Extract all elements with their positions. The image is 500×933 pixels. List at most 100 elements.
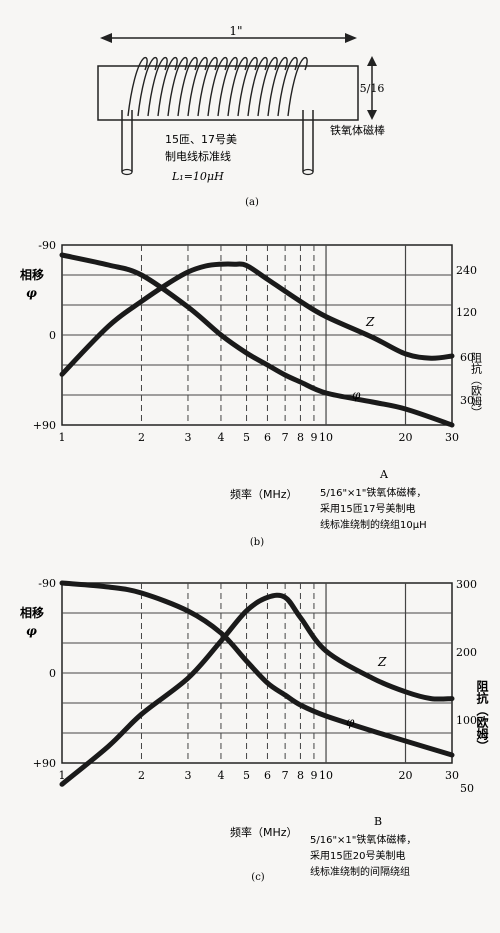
- chart-b-right-tick: 240: [456, 264, 477, 277]
- inductance-label: L₁=10μH: [171, 170, 224, 183]
- coil-turn: [227, 56, 248, 117]
- chart-c-series-phi-line: [59, 580, 455, 758]
- coil-turn: [267, 56, 288, 117]
- coil-turn: [277, 56, 298, 117]
- chart-b-right-tick: 30: [460, 394, 474, 407]
- width-arrow-left-icon: [100, 33, 112, 43]
- chart-c-x-tick: 2: [138, 769, 145, 782]
- chart-c-x-tick: 1: [59, 769, 66, 782]
- chart-b-x-tick: 6: [264, 431, 271, 444]
- chart-b-x-tick: 2: [138, 431, 145, 444]
- chart-b-x-tick: 10: [319, 431, 333, 444]
- chart-b-x-tick: 9: [310, 431, 317, 444]
- coil-turn: [137, 56, 158, 117]
- chart-b-note-3: 线标准绕制的绕组10μH: [320, 518, 427, 531]
- chart-b-right-tick: 120: [456, 306, 477, 319]
- chart-c-left-ticks: -90 0 +90: [33, 577, 56, 770]
- chart-b-x-tick: 1: [59, 431, 66, 444]
- chart-b-x-tick: 30: [445, 431, 459, 444]
- chart-b: 1 2 3 4 5 6 7 8 9 10 20 30 -90 0 +90 相移 φ 240 120 6…: [20, 239, 483, 548]
- width-label: 1": [229, 24, 242, 38]
- width-arrow-right-icon: [345, 33, 357, 43]
- coil-lead-left: [121, 110, 133, 176]
- chart-b-right-ticks: 240 120 60 30: [456, 264, 477, 407]
- chart-c-vgrid: [140, 583, 407, 763]
- chart-c-x-tick: 8: [297, 769, 304, 782]
- chart-b-x-ticks: 1 2 3 4 5 6 7 8 9 10 20 30: [59, 431, 460, 444]
- coil-lead-right: [302, 110, 314, 176]
- chart-c-right-ticks: 300 200 100 50: [456, 578, 477, 795]
- chart-c-xlabel: 频率（MHz）: [230, 825, 298, 839]
- chart-b-curves: [59, 252, 455, 428]
- chart-c-left-tick: -90: [38, 577, 56, 590]
- chart-b-x-tick: 8: [297, 431, 304, 444]
- chart-c-x-tick: 3: [184, 769, 191, 782]
- chart-b-series-phi-line: [59, 252, 455, 428]
- chart-c-right-tick: 300: [456, 578, 477, 591]
- coil-turn: [127, 56, 148, 117]
- chart-b-left-tick: +90: [33, 419, 56, 432]
- chart-c-x-tick: 4: [217, 769, 224, 782]
- chart-c-x-tick: 9: [310, 769, 317, 782]
- chart-c-left-tick: 0: [49, 667, 56, 680]
- chart-c-curves: [59, 580, 455, 787]
- coil-turn: [197, 56, 218, 117]
- coil-turn: [187, 56, 208, 117]
- chart-c-left-tick: +90: [33, 757, 56, 770]
- chart-c-right-tick: 50: [460, 782, 474, 795]
- chart-c-x-tick: 5: [243, 769, 250, 782]
- chart-b-x-tick: 20: [399, 431, 413, 444]
- coil-turn: [217, 56, 238, 117]
- winding-label-line2: 制电线标准线: [165, 149, 231, 163]
- chart-c-note-3: 线标准绕制的间隔绕组: [310, 865, 410, 878]
- chart-b-panel-letter: A: [379, 468, 389, 481]
- caption-a: (a): [245, 197, 259, 208]
- chart-c-series-z-label: Z: [377, 655, 387, 669]
- chart-b-vgrid: [140, 245, 407, 425]
- height-label: 5/16: [360, 82, 385, 95]
- coil-turn: [287, 56, 308, 117]
- coil-turn: [257, 56, 278, 117]
- chart-b-series-z-line: [59, 261, 455, 377]
- chart-c-right-tick: 200: [456, 646, 477, 659]
- chart-c-series-phi-label: φ: [346, 715, 355, 729]
- chart-b-note-1: 5/16"×1"铁氧体磁棒，: [320, 486, 426, 499]
- height-arrow-down-icon: [367, 110, 377, 120]
- chart-b-left-tick: -90: [38, 239, 56, 252]
- core-label: 铁氧体磁棒: [330, 123, 385, 137]
- chart-b-left-tick: 0: [49, 329, 56, 342]
- chart-b-series-z-label: Z: [365, 315, 375, 329]
- coil-turn: [237, 56, 258, 117]
- coil-turn: [207, 56, 228, 117]
- chart-c-right-tick: 100: [456, 714, 477, 727]
- chart-c-x-tick: 30: [445, 769, 459, 782]
- coil-turn: [147, 56, 168, 117]
- chart-b-note-2: 采用15匝17号美制电: [320, 502, 415, 515]
- chart-b-xlabel: 频率（MHz）: [230, 487, 298, 501]
- chart-c-note-2: 采用15匝20号美制电: [310, 849, 405, 862]
- chart-c-series-z-line: [59, 592, 455, 787]
- chart-b-x-tick: 3: [184, 431, 191, 444]
- chart-b-x-tick: 4: [217, 431, 224, 444]
- chart-c-ylabel-left-2: φ: [26, 624, 37, 638]
- chart-c-x-tick: 20: [399, 769, 413, 782]
- chart-b-left-ticks: -90 0 +90: [33, 239, 56, 432]
- chart-c-x-tick: 10: [319, 769, 333, 782]
- coil-diagram: 1" 5/16 15匝、17号美 制电线标准线 L₁=10μH 铁氧体磁棒 (a…: [97, 24, 385, 208]
- chart-b-x-tick: 5: [243, 431, 250, 444]
- coil-turn: [177, 56, 198, 117]
- chart-c-panel-letter: B: [374, 815, 382, 828]
- chart-c-note-1: 5/16"×1"铁氧体磁棒，: [310, 833, 416, 846]
- height-arrow-up-icon: [367, 56, 377, 66]
- chart-c-ylabel-right: 阻抗（欧姆）: [475, 679, 489, 752]
- chart-c-caption: (c): [251, 872, 265, 883]
- chart-b-caption: (b): [250, 537, 264, 548]
- chart-b-ylabel-left-2: φ: [26, 286, 37, 300]
- chart-b-ylabel-left-1: 相移: [20, 267, 44, 282]
- chart-c-x-tick: 7: [282, 769, 289, 782]
- chart-b-ylabel-right: 阻抗（欧姆）: [470, 352, 483, 418]
- chart-b-series-phi-label: φ: [352, 388, 361, 402]
- winding-label-line1: 15匝、17号美: [165, 133, 237, 146]
- coil-turn: [167, 56, 188, 117]
